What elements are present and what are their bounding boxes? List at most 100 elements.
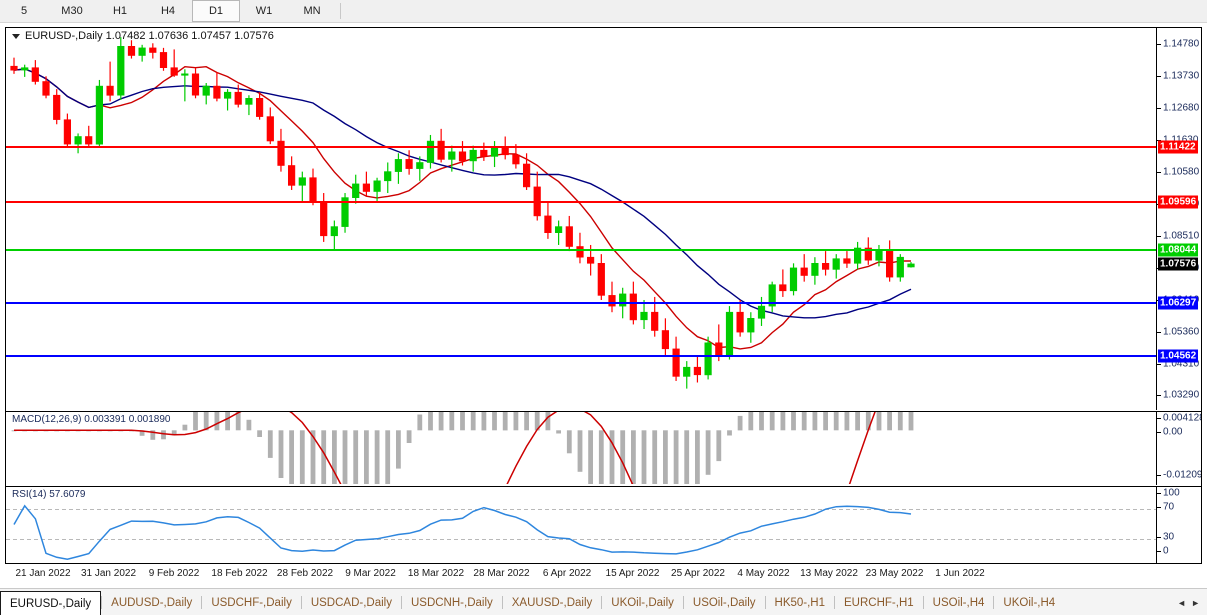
tab-divider (993, 596, 995, 609)
timeframe-button-m30[interactable]: M30 (61, 5, 83, 17)
chevron-down-icon[interactable] (12, 33, 20, 39)
date-axis-label: 21 Jan 2022 (15, 568, 71, 579)
tab-divider (834, 596, 836, 609)
tab-scroll-right-icon[interactable]: ► (1191, 597, 1200, 608)
date-axis-label: 28 Feb 2022 (276, 568, 334, 579)
timeframe-button-5[interactable]: 5 (20, 5, 28, 17)
price-axis-label: 1.13730 (1163, 70, 1200, 82)
price-axis-label: 1.04310 (1163, 358, 1200, 370)
toolbar-divider (340, 3, 341, 19)
date-axis-label: 13 May 2022 (800, 568, 858, 579)
chart-tab-audusd-daily[interactable]: AUDUSD-,Daily (111, 596, 193, 609)
chart-tab-ukoil-daily[interactable]: UKOil-,Daily (611, 596, 674, 609)
price-axis-tick (1157, 75, 1161, 77)
chart-tab-usoil-daily[interactable]: USOil-,Daily (692, 596, 756, 609)
tab-divider (201, 596, 203, 609)
price-level-badge-resistance[interactable]: 1.09596 (1158, 195, 1199, 209)
price-legend-text: EURUSD-,Daily 1.07482 1.07636 1.07457 1.… (25, 30, 274, 42)
chart-tab-usoil-h4[interactable]: USOil-,H4 (932, 596, 985, 609)
rsi-axis-tick (1157, 551, 1161, 552)
date-axis-label: 23 May 2022 (865, 568, 924, 579)
date-axis-label: 18 Mar 2022 (407, 568, 465, 579)
macd-pane[interactable]: MACD(12,26,9) 0.003391 0.001890 0.004128… (6, 411, 1201, 485)
price-axis-tick (1157, 395, 1161, 397)
rsi-axis-tick (1157, 507, 1161, 508)
chart-tab-usdcnh-daily[interactable]: USDCNH-,Daily (410, 596, 493, 609)
rsi-line (13, 504, 912, 560)
macd-axis-label: -0.01209 (1163, 469, 1201, 481)
chart-tab-hk50-h1[interactable]: HK50-,H1 (774, 596, 826, 609)
tab-divider (400, 596, 402, 609)
rsi-axis: 100 70 30 0 (1156, 487, 1201, 563)
price-axis-label: 1.10580 (1163, 166, 1200, 178)
timeframe-button-h1[interactable]: H1 (112, 5, 128, 17)
price-level-line-1.09596[interactable] (6, 201, 1156, 204)
macd-histogram (11, 412, 914, 484)
price-level-badge-resistance[interactable]: 1.11422 (1158, 140, 1198, 153)
tab-divider (682, 596, 684, 609)
price-axis-tick (1157, 331, 1161, 333)
date-axis-label: 9 Mar 2022 (345, 568, 396, 579)
chart-tab-eurchf-h1[interactable]: EURCHF-,H1 (844, 596, 914, 609)
rsi-plot-area[interactable] (6, 487, 1156, 563)
macd-signal-line (14, 412, 876, 484)
rsi-axis-tick (1157, 493, 1161, 494)
macd-axis-tick (1157, 475, 1161, 476)
price-level-line-1.11422[interactable] (6, 145, 1156, 148)
price-axis-label: 1.08510 (1163, 230, 1200, 241)
timeframe-button-w1[interactable]: W1 (255, 5, 273, 17)
price-axis-label: 1.05360 (1163, 326, 1200, 338)
macd-axis-label: 0.004128 (1163, 412, 1201, 424)
price-axis[interactable]: 1.147801.137301.126801.116301.105801.095… (1156, 28, 1201, 410)
price-axis-tick (1157, 235, 1161, 237)
price-level-badge-support[interactable]: 1.04562 (1158, 349, 1199, 363)
rsi-axis-label: 0 (1163, 545, 1169, 557)
price-plot-area[interactable] (6, 28, 1156, 410)
date-axis[interactable]: 21 Jan 2022 31 Jan 2022 9 Feb 2022 18 Feb 2… (5, 565, 1202, 586)
chart-frame: EURUSD-,Daily 1.07482 1.07636 1.07457 1.… (5, 27, 1202, 564)
chart-tab-xauusd-daily[interactable]: XAUUSD-,Daily (511, 596, 593, 609)
tab-divider (101, 596, 103, 609)
date-axis-label: 1 Jun 2022 (935, 568, 985, 579)
rsi-axis-label: 70 (1163, 501, 1175, 513)
price-level-line-1.08044[interactable] (6, 248, 1156, 251)
tab-divider (501, 596, 503, 609)
date-axis-label: 4 May 2022 (737, 568, 790, 579)
date-axis-label: 9 Feb 2022 (148, 568, 200, 579)
rsi-pane[interactable]: RSI(14) 57.6079 100 70 30 0 (6, 486, 1201, 563)
rsi-axis-label: 30 (1163, 531, 1175, 543)
timeframe-button-h4[interactable]: H4 (160, 5, 176, 17)
price-axis-tick (1157, 363, 1161, 365)
macd-plot-area[interactable] (6, 412, 1156, 485)
date-axis-label: 31 Jan 2022 (80, 568, 137, 579)
price-level-badge-last-price[interactable]: 1.07576 (1158, 257, 1199, 271)
price-level-badge-target[interactable]: 1.08044 (1158, 243, 1199, 257)
rsi-axis-label: 100 (1163, 487, 1180, 499)
tab-divider (764, 596, 766, 609)
date-axis-label: 6 Apr 2022 (542, 568, 592, 579)
macd-pane-legend: MACD(12,26,9) 0.003391 0.001890 (12, 414, 171, 425)
chart-tab-usdcad-daily[interactable]: USDCAD-,Daily (310, 596, 392, 609)
chart-tab-eurusd-daily[interactable]: EURUSD-,Daily (0, 591, 102, 615)
tab-divider (922, 596, 924, 609)
chart-tab-usdchf-daily[interactable]: USDCHF-,Daily (211, 596, 292, 609)
date-axis-label: 15 Apr 2022 (605, 568, 660, 579)
price-axis-tick (1157, 172, 1161, 174)
timeframe-button-d1[interactable]: D1 (192, 0, 240, 22)
date-axis-label: 25 Apr 2022 (671, 568, 725, 579)
price-axis-tick (1157, 108, 1161, 110)
chart-tab-ukoil-h4[interactable]: UKOil-,H4 (1003, 596, 1056, 609)
price-axis-label: 1.03290 (1163, 389, 1200, 401)
tab-scroll-left-icon[interactable]: ◄ (1177, 597, 1187, 608)
price-pane[interactable]: EURUSD-,Daily 1.07482 1.07636 1.07457 1.… (6, 28, 1201, 410)
tab-divider (601, 596, 603, 609)
timeframe-button-mn[interactable]: MN (303, 5, 321, 17)
price-level-badge-support[interactable]: 1.06297 (1158, 296, 1199, 310)
price-axis-tick (1157, 43, 1161, 45)
price-level-line-1.06297[interactable] (6, 302, 1156, 305)
rsi-axis-tick (1157, 537, 1161, 538)
price-level-line-1.04562[interactable] (6, 355, 1156, 358)
tab-scroll-controls: ◄ ► (1170, 592, 1207, 613)
rsi-pane-legend: RSI(14) 57.6079 (12, 489, 86, 500)
